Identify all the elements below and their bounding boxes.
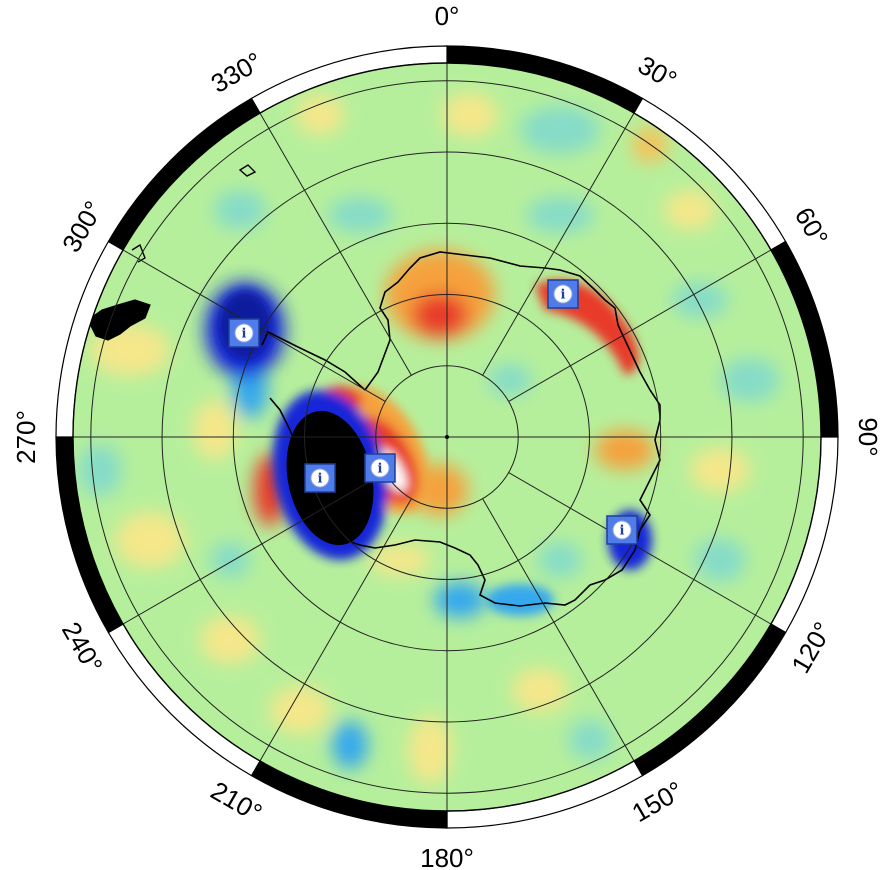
weak-negative-patch — [486, 584, 554, 616]
longitude-label: 120° — [785, 617, 838, 679]
weak-negative-patch — [332, 721, 368, 769]
meridian-line — [122, 472, 386, 625]
meridian-line — [482, 112, 635, 376]
longitude-label: 240° — [56, 617, 109, 679]
weak-negative-patch — [538, 542, 582, 578]
longitude-label: 0° — [435, 1, 460, 31]
svg-text:i: i — [242, 327, 247, 342]
weak-positive-patch — [200, 616, 260, 664]
falkland-islands — [238, 164, 257, 177]
longitude-label: 270° — [11, 410, 41, 464]
graticule — [72, 62, 822, 812]
positive-anomaly — [595, 430, 655, 470]
weak-negative-patch — [434, 582, 486, 618]
south-america-tip — [87, 299, 151, 341]
weak-positive-patch — [408, 716, 452, 784]
svg-text:i: i — [378, 462, 383, 477]
info-marker-2[interactable]: i — [228, 318, 260, 348]
weak-positive-patch — [270, 686, 330, 734]
weak-negative-patch — [568, 720, 612, 760]
info-marker-1[interactable]: i — [547, 279, 579, 309]
info-icon: i — [310, 468, 330, 488]
positive-anomaly — [412, 293, 468, 337]
info-markers: i i i i i — [228, 279, 638, 545]
info-marker-4[interactable]: i — [364, 453, 396, 483]
weak-negative-patch — [694, 538, 746, 582]
longitude-label: 210° — [206, 775, 268, 828]
longitude-label: 150° — [627, 775, 689, 828]
weak-positive-patch — [115, 512, 185, 568]
weak-positive-patch — [512, 668, 568, 712]
weak-positive-patch — [632, 127, 668, 163]
weak-negative-patch — [720, 358, 780, 402]
weak-positive-patch — [442, 93, 498, 137]
info-icon: i — [370, 458, 390, 478]
weak-negative-patch — [78, 444, 122, 496]
info-marker-5[interactable]: i — [606, 515, 638, 545]
meridian-line — [508, 249, 772, 402]
info-marker-3[interactable]: i — [304, 463, 336, 493]
weak-negative-patch — [214, 190, 266, 230]
weak-negative-patch — [672, 282, 728, 318]
svg-text:i: i — [318, 472, 323, 487]
weak-negative-patch — [520, 106, 600, 154]
longitude-label: 30° — [633, 50, 682, 96]
positive-anomaly — [370, 544, 430, 576]
south-pole-point — [445, 435, 449, 439]
weak-negative-patch — [526, 197, 594, 233]
info-icon: i — [234, 323, 254, 343]
longitude-label: 300° — [56, 196, 109, 258]
info-icon: i — [553, 284, 573, 304]
weak-negative-patch — [210, 542, 250, 578]
meridian-line — [508, 472, 772, 625]
weak-negative-patch — [328, 197, 392, 233]
meridian-line — [482, 498, 635, 762]
weak-positive-patch — [690, 448, 750, 492]
weak-positive-patch — [664, 190, 716, 230]
antarctic-peninsula — [261, 330, 366, 391]
longitude-label: 180° — [420, 843, 474, 870]
meridian-line — [259, 112, 412, 376]
weak-positive-patch — [193, 400, 237, 460]
svg-text:i: i — [561, 288, 566, 303]
antarctica-coastline — [269, 251, 661, 607]
meridian-line — [259, 498, 412, 762]
map-border — [72, 62, 822, 812]
svg-text:i: i — [620, 524, 625, 539]
weak-positive-patch — [296, 95, 344, 135]
longitude-label: 60° — [789, 202, 835, 251]
longitude-label: 90° — [853, 417, 883, 456]
longitude-label: 330° — [206, 46, 268, 99]
info-icon: i — [612, 520, 632, 540]
